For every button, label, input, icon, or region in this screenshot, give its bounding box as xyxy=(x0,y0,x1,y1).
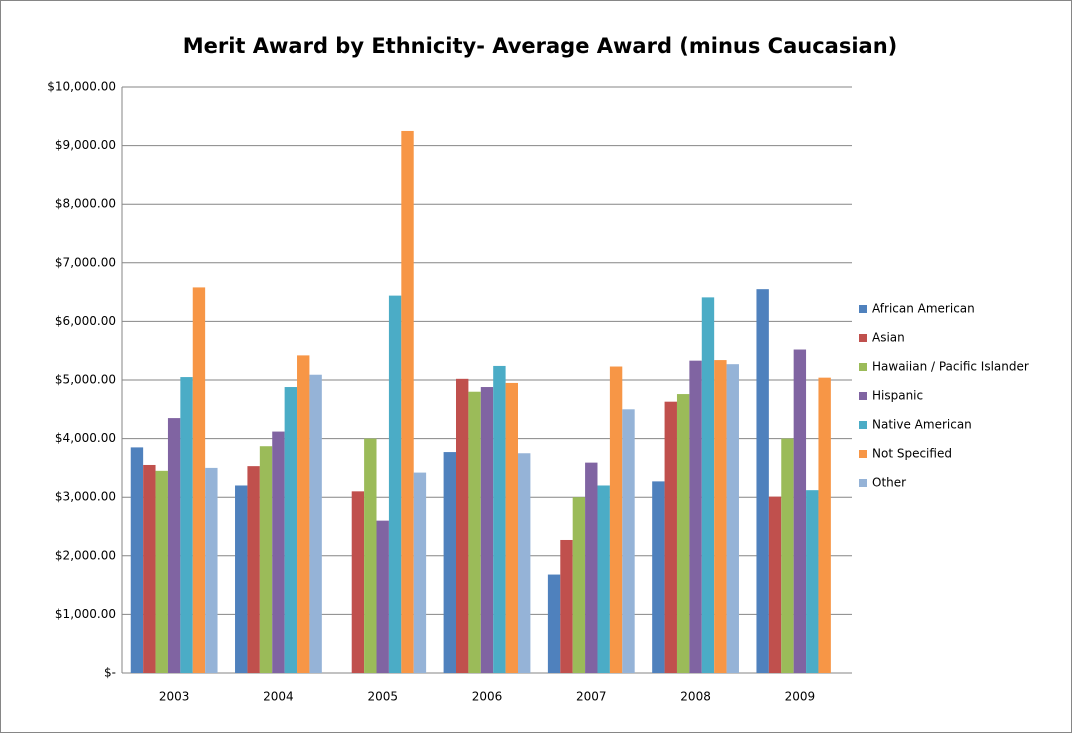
bar xyxy=(167,418,181,673)
chart-title: Merit Award by Ethnicity- Average Award … xyxy=(183,34,898,58)
y-tick-label: $1,000.00 xyxy=(55,607,116,621)
bar xyxy=(652,481,665,673)
bar xyxy=(388,295,402,673)
x-tick-label: 2007 xyxy=(576,690,607,704)
bar xyxy=(180,377,193,673)
y-tick-label: $7,000.00 xyxy=(55,255,116,269)
bar xyxy=(806,490,819,673)
bar xyxy=(284,387,298,673)
bar xyxy=(205,467,218,673)
bar xyxy=(818,377,831,673)
bar xyxy=(664,401,677,673)
bar xyxy=(622,409,635,673)
bar xyxy=(401,130,414,673)
legend-label: Not Specified xyxy=(872,447,952,461)
bar xyxy=(192,287,206,673)
bar xyxy=(701,297,715,673)
legend-label: Other xyxy=(872,476,906,490)
bar xyxy=(726,364,739,673)
bar xyxy=(130,447,144,673)
x-tick-label: 2004 xyxy=(263,690,294,704)
legend-label: Hawaiian / Pacific Islander xyxy=(872,360,1029,374)
bar xyxy=(364,438,377,673)
x-tick-label: 2009 xyxy=(785,690,816,704)
bar xyxy=(143,464,156,673)
y-tick-label: $- xyxy=(104,666,116,680)
bar xyxy=(297,355,310,673)
bar xyxy=(413,472,427,673)
bar xyxy=(518,453,531,673)
bar xyxy=(351,491,365,673)
bar xyxy=(493,365,506,673)
bar xyxy=(480,387,494,673)
y-tick-label: $6,000.00 xyxy=(55,314,116,328)
bar xyxy=(235,485,248,673)
legend-label: African American xyxy=(872,302,975,316)
legend-swatch xyxy=(859,392,867,400)
legend-label: Native American xyxy=(872,418,972,432)
y-tick-label: $5,000.00 xyxy=(55,373,116,387)
bar xyxy=(309,374,322,673)
bar xyxy=(468,391,481,673)
legend-swatch xyxy=(859,479,867,487)
legend-swatch xyxy=(859,450,867,458)
bar xyxy=(456,378,469,673)
bar xyxy=(756,289,769,673)
bar xyxy=(247,466,260,673)
bar xyxy=(781,438,794,673)
legend-swatch xyxy=(859,363,867,371)
x-tick-label: 2003 xyxy=(159,690,190,704)
y-tick-label: $3,000.00 xyxy=(55,490,116,504)
legend-swatch xyxy=(859,421,867,429)
x-tick-label: 2008 xyxy=(680,690,711,704)
x-tick-label: 2006 xyxy=(472,690,503,704)
bar xyxy=(609,366,623,673)
bar xyxy=(793,349,807,673)
y-tick-label: $9,000.00 xyxy=(55,138,116,152)
legend-label: Asian xyxy=(872,331,905,345)
legend-label: Hispanic xyxy=(872,389,923,403)
bar xyxy=(259,446,273,673)
y-tick-label: $10,000.00 xyxy=(47,80,116,94)
y-tick-label: $4,000.00 xyxy=(55,431,116,445)
bar xyxy=(714,360,727,673)
legend-swatch xyxy=(859,305,867,313)
bar xyxy=(547,574,561,673)
bar xyxy=(597,485,610,673)
y-tick-label: $2,000.00 xyxy=(55,548,116,562)
legend-swatch xyxy=(859,334,867,342)
bar xyxy=(572,497,586,673)
bar xyxy=(376,520,389,673)
bar xyxy=(560,539,573,673)
bar xyxy=(768,496,782,673)
bar xyxy=(272,431,285,673)
x-tick-label: 2005 xyxy=(367,690,398,704)
bar xyxy=(505,382,518,673)
y-tick-label: $8,000.00 xyxy=(55,197,116,211)
bar xyxy=(443,452,456,673)
bar xyxy=(155,470,168,673)
bar xyxy=(676,394,690,673)
bar xyxy=(689,360,702,673)
bar xyxy=(585,462,598,673)
